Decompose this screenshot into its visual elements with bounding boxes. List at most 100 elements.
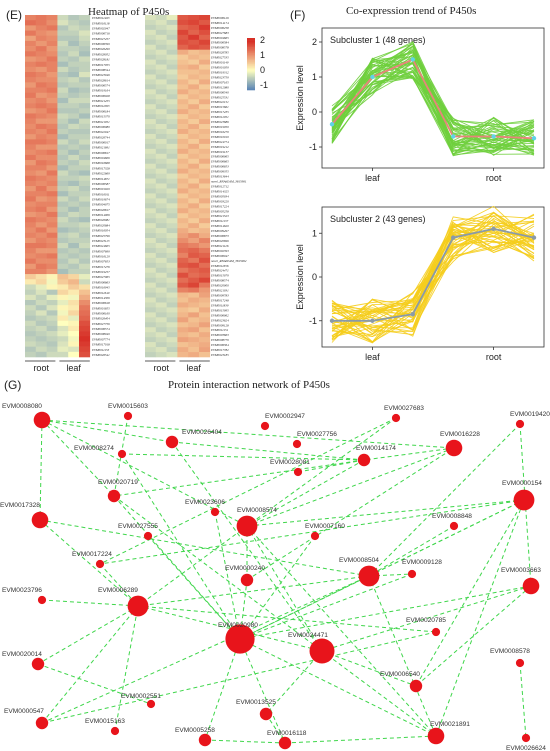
- network-node: [358, 565, 380, 587]
- heatmap-cell: [188, 282, 200, 288]
- heatmap-gene-label: EVM0017018: [91, 343, 110, 347]
- heatmap-cell: [35, 341, 47, 347]
- network-node-label: EVM0013525: [236, 699, 276, 706]
- heatmap-cell: [46, 315, 58, 322]
- heatmap-gene-label: EVM0021126: [210, 244, 229, 248]
- heatmap-gene-label: EVM0023759: [210, 75, 229, 79]
- heatmap-cell: [35, 253, 47, 259]
- heatmap-cell: [25, 331, 37, 337]
- heatmap-cell: [199, 129, 211, 135]
- network-edge: [204, 739, 286, 744]
- heatmap-cell: [188, 178, 200, 184]
- gene-trend-line: [331, 233, 535, 331]
- y-tick-label: 0: [312, 272, 317, 282]
- gene-trend-line: [331, 217, 535, 340]
- heatmap-cell: [177, 109, 189, 115]
- network-title: Protein interaction network of P450s: [168, 379, 330, 391]
- heatmap-cell: [25, 191, 37, 197]
- heatmap-cell: [57, 341, 69, 347]
- heatmap-cell: [68, 217, 80, 223]
- heatmap-gene-label: EVM0008779: [210, 338, 229, 342]
- heatmap-cell: [177, 272, 189, 278]
- heatmap-cell: [155, 109, 167, 115]
- heatmap-gene-label: EVM0006663: [91, 280, 110, 284]
- heatmap-cell: [166, 69, 178, 75]
- heatmap-cell: [79, 201, 91, 208]
- gene-trend-line: [331, 66, 535, 144]
- heatmap-cell: [199, 292, 211, 298]
- heatmap-cell: [188, 124, 200, 130]
- heatmap-cell: [177, 89, 189, 95]
- heatmap-cell: [166, 337, 178, 343]
- heatmap-cell: [155, 49, 167, 55]
- heatmap-cell: [166, 148, 178, 155]
- heatmap-gene-label: EVM0006080: [91, 125, 110, 129]
- heatmap-cell: [145, 327, 157, 333]
- heatmap-cell: [35, 113, 47, 119]
- heatmap-cell: [35, 66, 47, 73]
- heatmap-cell: [199, 114, 211, 120]
- heatmap-cell: [25, 165, 37, 171]
- mean-trend-point: [491, 226, 496, 232]
- heatmap-cell: [79, 25, 91, 31]
- heatmap-cell: [25, 284, 37, 290]
- heatmap-cell: [79, 154, 91, 161]
- heatmap-gene-label: EVM0006817: [91, 151, 110, 155]
- gene-trend-line: [331, 221, 535, 341]
- heatmap-cell: [46, 149, 58, 156]
- heatmap-cell: [35, 92, 47, 99]
- legend-swatch: [247, 49, 255, 52]
- heatmap-cell: [177, 267, 189, 274]
- heatmap-gene-label: EVM0024605: [91, 244, 110, 248]
- network-edge: [368, 423, 521, 577]
- network-node: [240, 573, 254, 587]
- heatmap-cell: [79, 284, 91, 290]
- network-edge: [415, 585, 532, 687]
- heatmap-cell: [46, 92, 58, 99]
- y-tick-label: -1: [309, 142, 317, 152]
- heatmap-cell: [145, 223, 157, 229]
- heatmap-cell: [79, 46, 91, 52]
- heatmap-cell: [79, 180, 91, 187]
- heatmap-cell: [188, 247, 200, 254]
- heatmap-cell: [25, 263, 37, 270]
- heatmap-cell: [166, 257, 178, 264]
- heatmap-cell: [166, 347, 178, 353]
- heatmap-gene-label: EVM0008578: [210, 46, 229, 50]
- network-edge: [39, 419, 43, 521]
- heatmap-cell: [145, 198, 157, 204]
- heatmap-cell: [188, 94, 200, 100]
- heatmap-cell: [155, 302, 167, 308]
- heatmap-cell: [155, 243, 167, 249]
- heatmap-cell: [25, 134, 37, 140]
- heatmap-cell: [188, 223, 200, 229]
- heatmap-cell: [68, 87, 80, 94]
- heatmap-cell: [68, 180, 80, 187]
- legend-tick: 0: [260, 65, 265, 75]
- heatmap-gene-label: EVM0006965: [210, 155, 229, 159]
- network-node-label: EVM0008574: [237, 507, 277, 514]
- heatmap-gene-label: EVM0009783: [210, 294, 229, 298]
- heatmap-cell: [145, 307, 157, 313]
- gene-trend-line: [331, 215, 535, 337]
- heatmap-cell: [188, 104, 200, 110]
- network-node-label: EVM0027555: [118, 523, 158, 530]
- heatmap-cell: [35, 331, 47, 337]
- network-edge: [239, 499, 525, 640]
- heatmap-cell: [177, 287, 189, 293]
- mean-trend-line: [331, 58, 535, 140]
- network-node: [407, 569, 417, 579]
- heatmap-cell: [188, 243, 200, 249]
- network-node-label: EVM0017328: [0, 502, 40, 509]
- heatmap-cell: [177, 158, 189, 164]
- heatmap-gene-label: EVM0017476: [91, 265, 110, 269]
- heatmap-cell: [25, 170, 37, 176]
- heatmap-gene-label: EVM0008574: [210, 279, 229, 283]
- heatmap-cell: [166, 203, 178, 209]
- heatmap-cell: [68, 253, 80, 259]
- heatmap-cell: [68, 175, 80, 182]
- heatmap-cell: [166, 163, 178, 169]
- y-axis-label: Expression level: [295, 244, 305, 310]
- heatmap-cell: [79, 263, 91, 270]
- legend-tick: 1: [260, 50, 265, 60]
